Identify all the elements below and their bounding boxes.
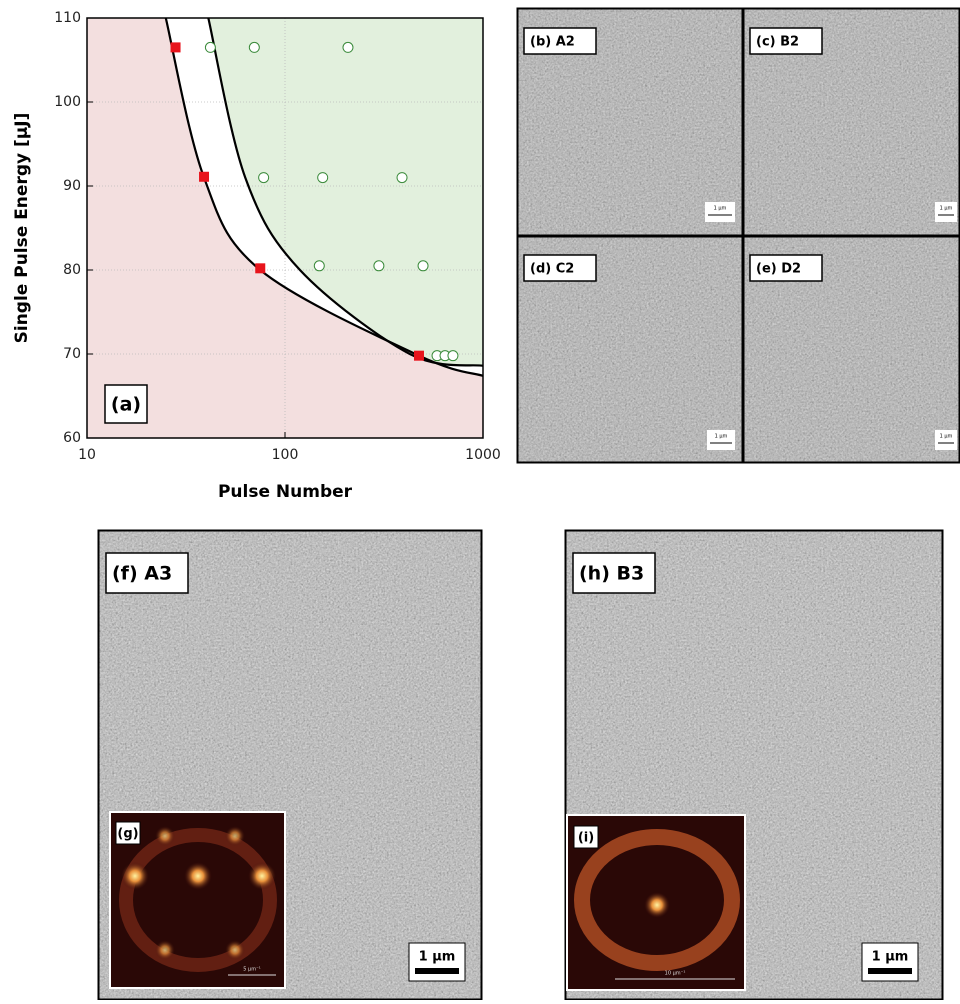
scale-bar — [415, 968, 459, 974]
data-point — [199, 172, 209, 182]
chart: 60 70 80 90 100 110 10 100 1000 (a) — [54, 10, 501, 463]
data-point — [418, 261, 428, 271]
inset-label: (g) — [117, 827, 138, 842]
scale-label: 10 μm⁻¹ — [665, 971, 686, 977]
data-point — [414, 351, 424, 361]
fft-spot — [121, 862, 149, 890]
fft-spot — [184, 862, 212, 890]
fft-spot — [155, 940, 175, 960]
data-point — [171, 42, 181, 52]
panel-label: (b) A2 — [530, 35, 575, 50]
y-tick-label: 100 — [54, 94, 81, 110]
data-point — [448, 351, 458, 361]
y-axis-label: Single Pulse Energy [μJ] — [12, 113, 32, 344]
fft-spot — [225, 940, 245, 960]
data-point — [255, 263, 265, 273]
y-tick-label: 110 — [54, 10, 81, 26]
fft-spot — [225, 826, 245, 846]
data-point — [397, 173, 407, 183]
y-tick-label: 70 — [63, 346, 81, 362]
scale-label: 1 μm — [714, 206, 727, 212]
data-point — [205, 42, 215, 52]
panel-label: (f) A3 — [112, 563, 172, 585]
data-point — [259, 173, 269, 183]
fft-spot — [155, 826, 175, 846]
x-tick-label: 100 — [272, 447, 299, 463]
inset-label: (i) — [578, 831, 594, 846]
fft-spot — [248, 862, 276, 890]
x-tick-label: 1000 — [465, 447, 501, 463]
y-tick-label: 80 — [63, 262, 81, 278]
x-tick-label: 10 — [78, 447, 96, 463]
y-tick-label: 90 — [63, 178, 81, 194]
data-point — [343, 42, 353, 52]
panel-label: (c) B2 — [756, 35, 799, 50]
y-tick-label: 60 — [63, 430, 81, 446]
scale-label: 5 μm⁻¹ — [243, 967, 260, 973]
figure: 60708090100110101001000(a) Pulse Number … — [0, 0, 960, 1000]
panel-label: (h) B3 — [579, 563, 644, 585]
data-point — [374, 261, 384, 271]
x-axis-label: Pulse Number — [218, 482, 353, 502]
data-point — [249, 42, 259, 52]
scale-label: 1 μm — [872, 950, 909, 965]
data-point — [318, 173, 328, 183]
scale-bar — [868, 968, 912, 974]
scale-label: 1 μm — [715, 434, 728, 440]
scale-label: 1 μm — [419, 950, 456, 965]
scale-label: 1 μm — [940, 206, 953, 212]
panel-label: (d) C2 — [530, 262, 574, 277]
panel-label: (e) D2 — [756, 262, 801, 277]
data-point — [314, 261, 324, 271]
annotation: (a) — [111, 394, 141, 416]
scale-label: 1 μm — [940, 434, 953, 440]
fft-spot — [644, 892, 670, 918]
sem-grid — [517, 8, 960, 463]
